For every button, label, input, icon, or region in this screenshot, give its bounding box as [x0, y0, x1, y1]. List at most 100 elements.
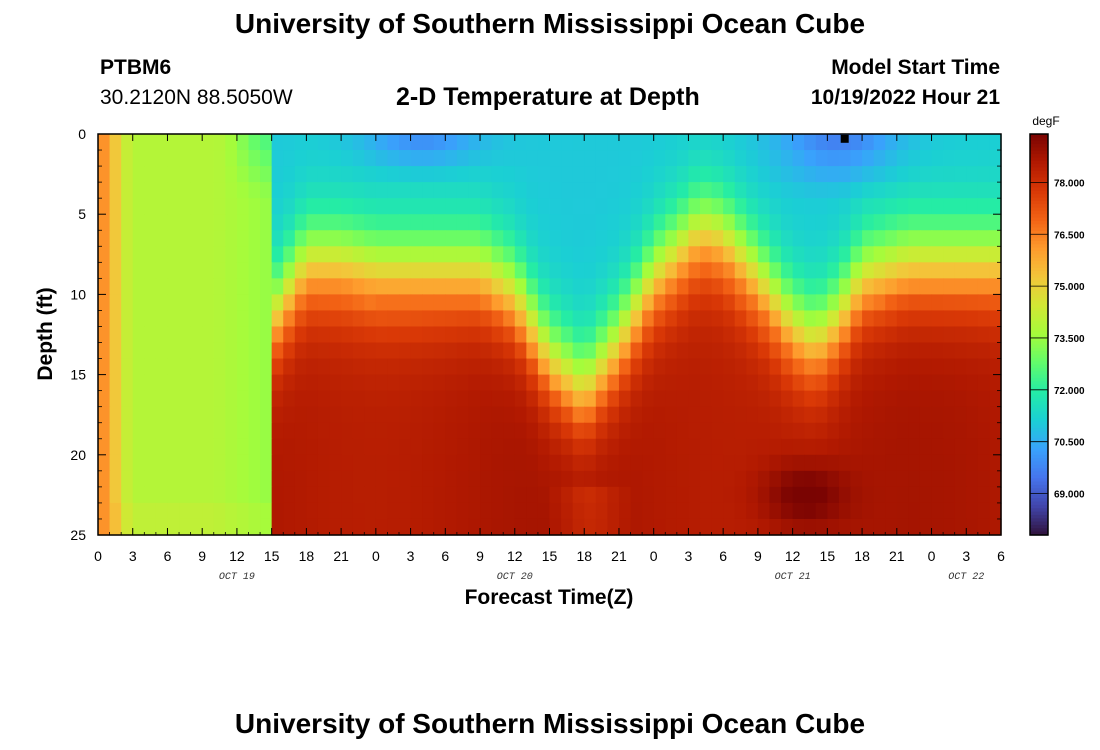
heatmap-cell [862, 294, 874, 311]
heatmap-cell [769, 262, 781, 279]
heatmap-cell [144, 455, 156, 472]
heatmap-cell [480, 407, 492, 424]
heatmap-cell [584, 230, 596, 247]
colorbar-label: 75.000 [1054, 282, 1085, 293]
heatmap-cell [202, 278, 214, 295]
heatmap-cell [908, 455, 920, 472]
heatmap-cell [133, 294, 145, 311]
heatmap-cell [816, 343, 828, 360]
heatmap-cell [167, 326, 179, 343]
heatmap-cell [445, 214, 457, 231]
heatmap-cell [364, 278, 376, 295]
heatmap-cell [978, 262, 990, 279]
heatmap-cell [283, 375, 295, 392]
heatmap-cell [885, 262, 897, 279]
heatmap-cell [677, 134, 689, 151]
heatmap-cell [306, 343, 318, 360]
heatmap-cell [283, 359, 295, 376]
heatmap-cell [156, 230, 168, 247]
heatmap-cell [468, 166, 480, 183]
heatmap-cell [98, 423, 110, 440]
heatmap-cell [341, 407, 353, 424]
heatmap-cell [665, 487, 677, 504]
heatmap-cell [422, 182, 434, 199]
heatmap-cell [955, 182, 967, 199]
heatmap-cell [573, 246, 585, 263]
heatmap-cell [492, 166, 504, 183]
y-axis-title: Depth (ft) [34, 287, 57, 380]
x-tick-label: 3 [685, 548, 693, 564]
heatmap-cell [769, 487, 781, 504]
heatmap-cell [712, 294, 724, 311]
heatmap-cell [943, 407, 955, 424]
heatmap-cell [191, 326, 203, 343]
heatmap-cell [677, 182, 689, 199]
heatmap-cell [156, 310, 168, 327]
heatmap-cell [827, 391, 839, 408]
heatmap-cell [330, 310, 342, 327]
x-tick-label: 3 [407, 548, 415, 564]
heatmap-cell [341, 150, 353, 167]
colorbar-label: 76.500 [1054, 230, 1085, 241]
heatmap-cell [746, 214, 758, 231]
heatmap-cell [538, 407, 550, 424]
heatmap-cell [677, 198, 689, 215]
heatmap-cell [480, 198, 492, 215]
heatmap-cell [179, 214, 191, 231]
heatmap-cell [677, 359, 689, 376]
colorbar-segment [1030, 502, 1048, 506]
heatmap-cell [550, 519, 562, 536]
heatmap-cell [156, 519, 168, 536]
heatmap-cell [827, 198, 839, 215]
heatmap-cell [503, 487, 515, 504]
heatmap-cell [816, 262, 828, 279]
heatmap-cell [480, 214, 492, 231]
heatmap-cell [272, 519, 284, 536]
heatmap-cell [827, 182, 839, 199]
heatmap-cell [735, 391, 747, 408]
heatmap-cell [330, 326, 342, 343]
heatmap-cell [167, 310, 179, 327]
heatmap-cell [214, 343, 226, 360]
heatmap-cell [862, 182, 874, 199]
heatmap-cell [735, 343, 747, 360]
heatmap-cell [654, 198, 666, 215]
heatmap-cell [943, 134, 955, 151]
heatmap-cell [98, 294, 110, 311]
heatmap-cell [411, 359, 423, 376]
heatmap-cell [457, 503, 469, 520]
heatmap-cell [862, 198, 874, 215]
heatmap-cell [596, 423, 608, 440]
heatmap-cell [955, 262, 967, 279]
heatmap-cell [156, 262, 168, 279]
heatmap-cell [758, 182, 770, 199]
heatmap-cell [272, 455, 284, 472]
heatmap-cell [712, 375, 724, 392]
heatmap-cell [816, 198, 828, 215]
heatmap-cell [341, 326, 353, 343]
heatmap-cell [561, 310, 573, 327]
heatmap-cell [897, 150, 909, 167]
heatmap-cell [631, 519, 643, 536]
heatmap-cell [769, 150, 781, 167]
heatmap-cell [133, 246, 145, 263]
heatmap-cell [607, 166, 619, 183]
heatmap-cell [341, 198, 353, 215]
heatmap-cell [306, 375, 318, 392]
heatmap-cell [260, 503, 272, 520]
heatmap-cell [943, 326, 955, 343]
heatmap-cell [746, 519, 758, 536]
heatmap-cell [735, 375, 747, 392]
heatmap-cell [468, 246, 480, 263]
heatmap-cell [665, 423, 677, 440]
heatmap-cell [179, 198, 191, 215]
heatmap-cell [353, 294, 365, 311]
heatmap-cell [526, 278, 538, 295]
heatmap-cell [492, 391, 504, 408]
heatmap-cell [283, 230, 295, 247]
heatmap-cell [619, 278, 631, 295]
heatmap-cell [341, 359, 353, 376]
heatmap-cell [457, 278, 469, 295]
heatmap-cell [376, 182, 388, 199]
heatmap-cell [260, 230, 272, 247]
